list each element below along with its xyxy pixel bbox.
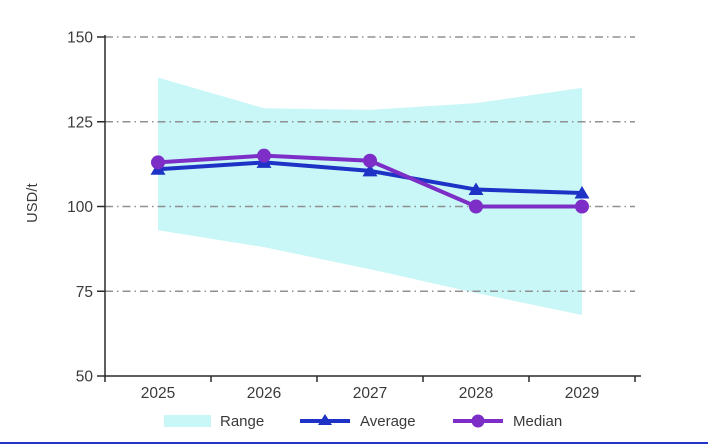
average-marker-2028 [468,182,484,196]
x-tick-label-2027: 2027 [353,385,387,402]
median-marker-2026 [257,148,271,163]
legend-item-range: Range [164,408,264,434]
median-marker-2029 [575,199,589,214]
legend-item-median: Median [452,408,562,434]
y-tick-label-100: 100 [67,199,93,216]
x-tick-label-2028: 2028 [459,385,493,402]
median-marker-2025 [151,155,165,170]
y-axis-title: USD/t [25,183,41,223]
y-tick-label-50: 50 [76,369,94,386]
average-marker-2027 [362,163,378,177]
legend: Range Average Median [0,408,708,434]
range-area [158,77,582,315]
median-swatch-circle-icon [471,414,485,428]
range-swatch [164,415,211,427]
legend-item-average: Average [299,408,416,434]
average-line-swatch [300,414,350,425]
y-tick-label-125: 125 [67,114,93,131]
legend-label-average: Average [360,412,416,430]
bottom-border-rule [0,442,708,444]
median-marker-2028 [469,199,483,214]
y-tick-label-75: 75 [76,284,93,301]
legend-label-range: Range [220,412,265,430]
y-tick-label-150: 150 [67,30,93,47]
median-marker-2027 [363,153,377,168]
x-tick-label-2029: 2029 [565,385,599,402]
average-swatch-triangle-icon [318,414,332,425]
x-tick-label-2026: 2026 [247,385,281,402]
legend-label-median: Median [513,412,563,430]
median-line-swatch [453,414,503,428]
x-tick-label-2025: 2025 [141,385,175,402]
average-marker-2029 [574,185,590,199]
